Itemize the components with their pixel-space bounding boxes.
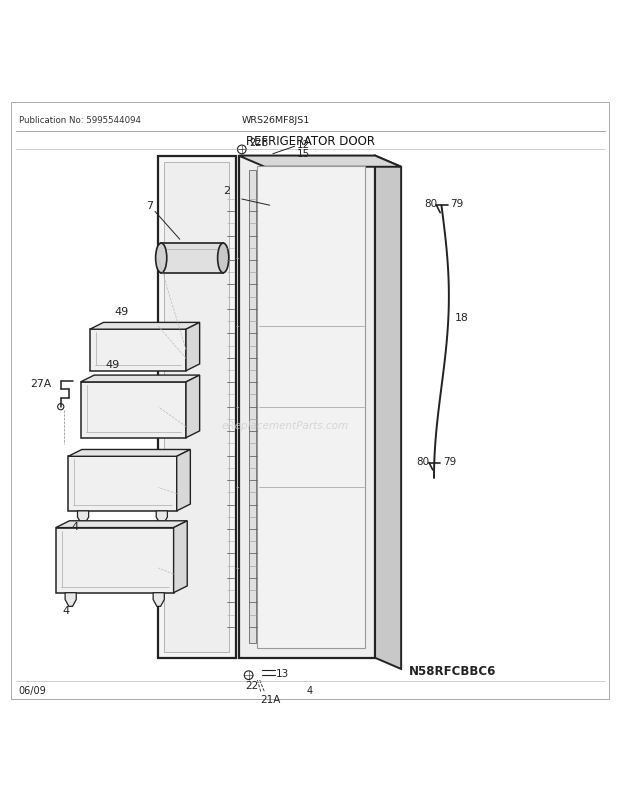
Text: 49: 49	[105, 359, 120, 370]
Polygon shape	[81, 383, 186, 438]
Polygon shape	[174, 521, 187, 593]
Polygon shape	[239, 156, 401, 168]
Text: 79: 79	[450, 199, 463, 209]
Bar	[239, 156, 375, 658]
Text: 80: 80	[417, 456, 430, 466]
Bar	[249, 172, 256, 643]
Bar	[164, 163, 229, 652]
Text: REFRIGERATOR DOOR: REFRIGERATOR DOOR	[246, 135, 374, 148]
Bar	[158, 156, 236, 658]
Text: 49: 49	[115, 307, 129, 317]
Text: 22: 22	[245, 680, 258, 691]
Text: 18: 18	[455, 313, 469, 322]
Polygon shape	[186, 323, 200, 371]
Text: N58RFCBBC6: N58RFCBBC6	[409, 664, 497, 677]
Polygon shape	[375, 156, 401, 669]
Text: Publication No: 5995544094: Publication No: 5995544094	[19, 115, 141, 124]
Polygon shape	[68, 450, 190, 456]
Polygon shape	[177, 450, 190, 511]
Text: 79: 79	[443, 456, 456, 466]
Polygon shape	[68, 456, 177, 511]
Polygon shape	[186, 375, 200, 438]
Bar	[358, 172, 365, 643]
Polygon shape	[56, 528, 174, 593]
Polygon shape	[153, 593, 164, 606]
Text: 06/09: 06/09	[19, 685, 46, 695]
Polygon shape	[81, 375, 200, 383]
Polygon shape	[90, 323, 200, 330]
Polygon shape	[161, 244, 223, 273]
Ellipse shape	[218, 244, 229, 273]
Text: 4: 4	[62, 606, 69, 615]
Text: 80: 80	[424, 199, 437, 209]
Text: 21A: 21A	[260, 694, 280, 704]
Polygon shape	[156, 511, 167, 524]
Polygon shape	[78, 511, 89, 524]
Text: 4: 4	[307, 685, 313, 695]
Text: WRS26MF8JS1: WRS26MF8JS1	[242, 115, 310, 124]
Polygon shape	[65, 593, 76, 606]
Polygon shape	[90, 330, 186, 371]
Bar	[257, 166, 365, 648]
Text: 22B: 22B	[249, 138, 268, 148]
Ellipse shape	[156, 244, 167, 273]
Text: 12: 12	[296, 140, 309, 150]
Text: eReplacementParts.com: eReplacementParts.com	[221, 421, 349, 431]
Text: 15: 15	[296, 149, 309, 159]
Text: 13: 13	[276, 668, 289, 678]
Text: 27A: 27A	[30, 379, 51, 389]
Text: 2: 2	[223, 185, 230, 196]
Polygon shape	[56, 521, 187, 528]
Text: 7: 7	[146, 201, 153, 211]
Text: 4: 4	[71, 522, 78, 532]
